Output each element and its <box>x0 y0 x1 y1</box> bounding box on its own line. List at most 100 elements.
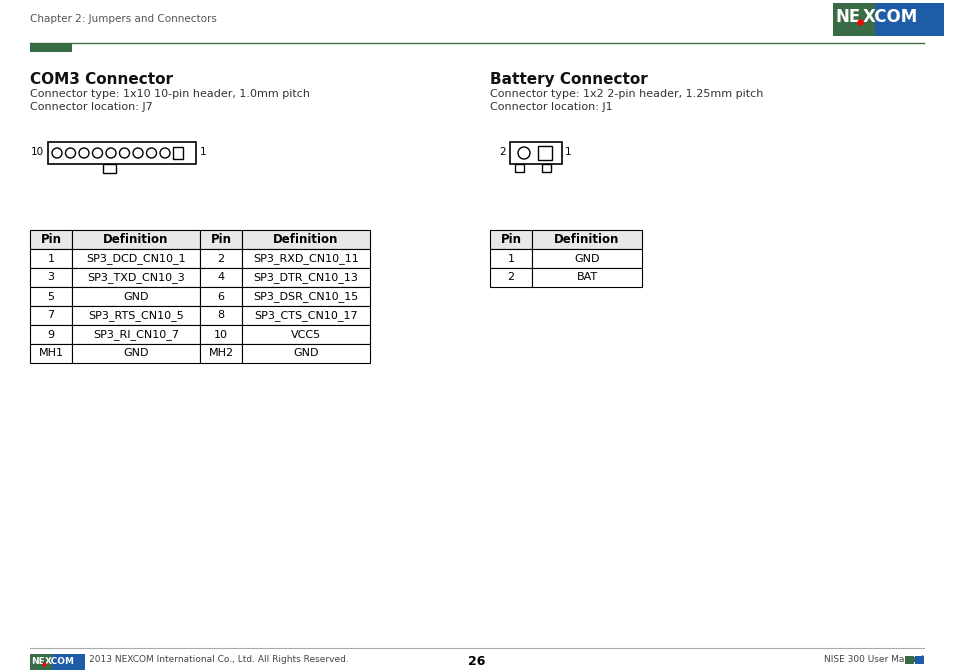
Circle shape <box>52 148 62 158</box>
Bar <box>242 249 370 268</box>
Text: SP3_CTS_CN10_17: SP3_CTS_CN10_17 <box>253 310 357 321</box>
Text: Chapter 2: Jumpers and Connectors: Chapter 2: Jumpers and Connectors <box>30 14 216 24</box>
Text: Connector type: 1x10 10-pin header, 1.0mm pitch: Connector type: 1x10 10-pin header, 1.0m… <box>30 89 310 99</box>
Text: 7: 7 <box>48 310 54 321</box>
Text: GND: GND <box>574 253 599 263</box>
Bar <box>30 654 52 670</box>
Bar <box>71 344 200 363</box>
Bar <box>71 325 200 344</box>
Text: 4: 4 <box>217 273 224 282</box>
Bar <box>541 164 551 172</box>
Text: SP3_DCD_CN10_1: SP3_DCD_CN10_1 <box>86 253 186 264</box>
Text: 9: 9 <box>48 329 54 339</box>
Bar <box>30 43 71 52</box>
Text: 10: 10 <box>213 329 228 339</box>
Bar <box>30 249 71 268</box>
Bar <box>52 654 85 670</box>
Text: 1: 1 <box>48 253 54 263</box>
Text: GND: GND <box>293 349 318 358</box>
Text: Connector location: J7: Connector location: J7 <box>30 102 152 112</box>
Circle shape <box>119 148 130 158</box>
Bar <box>103 164 116 173</box>
Bar <box>200 268 242 287</box>
Circle shape <box>92 148 102 158</box>
Text: 26: 26 <box>468 655 485 668</box>
Text: VCC5: VCC5 <box>291 329 321 339</box>
Text: 2: 2 <box>217 253 224 263</box>
Circle shape <box>160 148 170 158</box>
Text: SP3_DTR_CN10_13: SP3_DTR_CN10_13 <box>253 272 358 283</box>
Bar <box>30 230 71 249</box>
Bar <box>532 230 641 249</box>
Circle shape <box>132 148 143 158</box>
Text: 1: 1 <box>564 147 571 157</box>
Bar <box>30 287 71 306</box>
Bar <box>490 268 532 287</box>
Text: SP3_RXD_CN10_11: SP3_RXD_CN10_11 <box>253 253 358 264</box>
Text: SP3_TXD_CN10_3: SP3_TXD_CN10_3 <box>87 272 185 283</box>
Bar <box>537 146 552 160</box>
Text: COM3 Connector: COM3 Connector <box>30 72 172 87</box>
Text: Pin: Pin <box>40 233 61 246</box>
Bar <box>242 325 370 344</box>
Bar <box>532 268 641 287</box>
Text: 2: 2 <box>498 147 505 157</box>
Text: 2: 2 <box>507 273 514 282</box>
Bar <box>490 230 532 249</box>
Bar <box>30 344 71 363</box>
Circle shape <box>106 148 116 158</box>
Circle shape <box>517 147 530 159</box>
Text: Definition: Definition <box>103 233 169 246</box>
Bar <box>874 3 943 36</box>
Bar <box>510 142 561 164</box>
Text: Pin: Pin <box>211 233 232 246</box>
Text: SP3_RI_CN10_7: SP3_RI_CN10_7 <box>92 329 179 340</box>
Bar <box>914 656 923 664</box>
Text: NISE 300 User Manual: NISE 300 User Manual <box>823 655 923 664</box>
Bar <box>242 306 370 325</box>
Text: NE: NE <box>835 8 861 26</box>
Bar <box>200 344 242 363</box>
Text: GND: GND <box>123 292 149 302</box>
Text: SP3_DSR_CN10_15: SP3_DSR_CN10_15 <box>253 291 358 302</box>
Text: XCOM: XCOM <box>862 8 918 26</box>
Text: GND: GND <box>123 349 149 358</box>
Bar <box>242 230 370 249</box>
Text: Definition: Definition <box>273 233 338 246</box>
Bar <box>904 656 913 664</box>
Text: Battery Connector: Battery Connector <box>490 72 647 87</box>
Text: Copyright © 2013 NEXCOM International Co., Ltd. All Rights Reserved.: Copyright © 2013 NEXCOM International Co… <box>30 655 349 664</box>
Text: 8: 8 <box>217 310 224 321</box>
Bar <box>30 306 71 325</box>
Bar <box>515 164 523 172</box>
Text: 1: 1 <box>507 253 514 263</box>
Bar <box>30 268 71 287</box>
Bar <box>71 287 200 306</box>
Bar <box>71 306 200 325</box>
Bar <box>200 325 242 344</box>
Circle shape <box>66 148 75 158</box>
Text: MH1: MH1 <box>38 349 64 358</box>
Bar <box>200 230 242 249</box>
Text: NE: NE <box>30 657 45 666</box>
Bar <box>242 344 370 363</box>
Bar <box>242 287 370 306</box>
Text: Connector type: 1x2 2-pin header, 1.25mm pitch: Connector type: 1x2 2-pin header, 1.25mm… <box>490 89 762 99</box>
Text: 3: 3 <box>48 273 54 282</box>
Bar <box>173 147 183 159</box>
Bar <box>200 249 242 268</box>
Bar <box>200 287 242 306</box>
Bar <box>71 249 200 268</box>
Text: XCOM: XCOM <box>45 657 75 666</box>
Bar <box>30 325 71 344</box>
Bar <box>532 249 641 268</box>
Text: Pin: Pin <box>500 233 521 246</box>
Bar <box>71 268 200 287</box>
Bar <box>832 3 874 36</box>
Text: MH2: MH2 <box>208 349 233 358</box>
Circle shape <box>147 148 156 158</box>
Text: 1: 1 <box>200 147 207 157</box>
Bar <box>71 230 200 249</box>
Bar <box>48 142 195 164</box>
Text: Definition: Definition <box>554 233 619 246</box>
